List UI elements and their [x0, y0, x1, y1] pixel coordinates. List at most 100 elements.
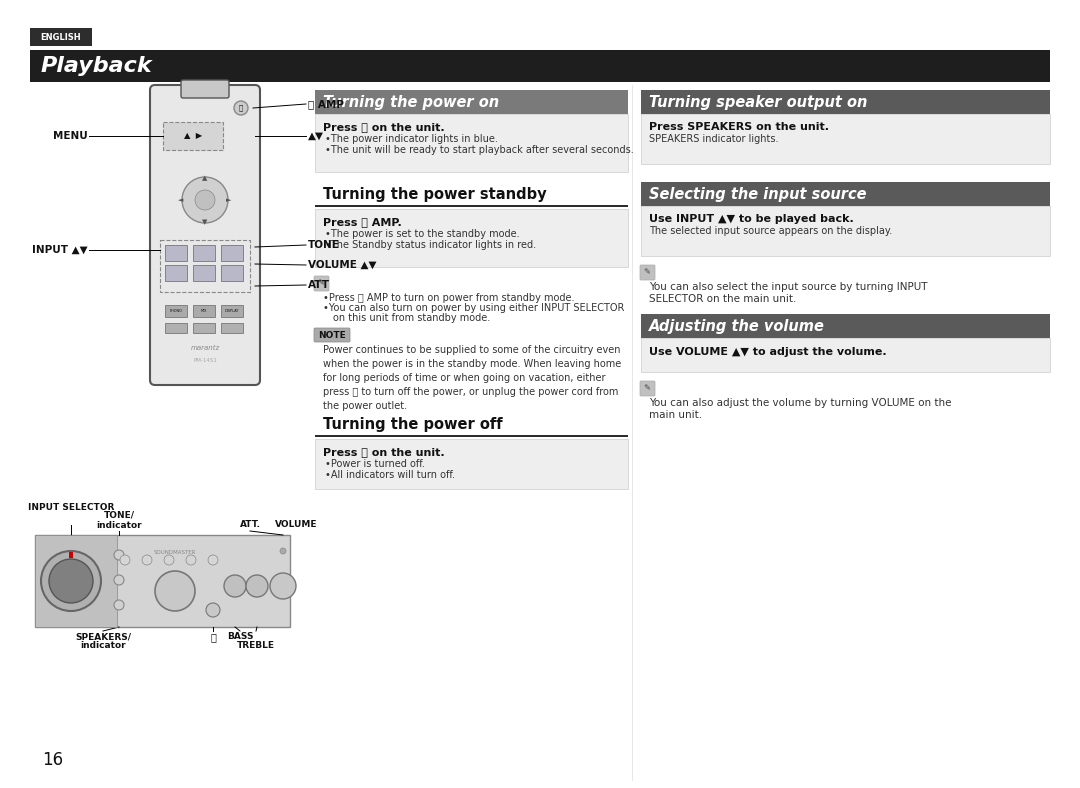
- Text: ◄: ◄: [178, 197, 184, 203]
- Text: on this unit from standby mode.: on this unit from standby mode.: [333, 313, 490, 323]
- Circle shape: [246, 575, 268, 597]
- Text: ATT: ATT: [308, 280, 330, 290]
- Circle shape: [114, 600, 124, 610]
- Text: Adjusting the volume: Adjusting the volume: [649, 318, 825, 333]
- Text: DISPLAY: DISPLAY: [225, 309, 240, 313]
- Text: •All indicators will turn off.: •All indicators will turn off.: [325, 470, 455, 480]
- FancyBboxPatch shape: [640, 265, 654, 280]
- Bar: [165, 265, 187, 281]
- Text: Press SPEAKERS on the unit.: Press SPEAKERS on the unit.: [649, 122, 829, 132]
- Text: ⓨ AMP: ⓨ AMP: [308, 99, 343, 109]
- Text: ►: ►: [227, 197, 232, 203]
- Text: Playback: Playback: [41, 56, 152, 76]
- Bar: [165, 245, 187, 261]
- FancyBboxPatch shape: [181, 80, 229, 98]
- Text: Power continues to be supplied to some of the circuitry even
when the power is i: Power continues to be supplied to some o…: [323, 345, 621, 411]
- Text: •You can also turn on power by using either INPUT SELECTOR: •You can also turn on power by using eit…: [323, 303, 624, 313]
- Bar: [642, 90, 1050, 114]
- Bar: [221, 245, 243, 261]
- Text: Turning speaker output on: Turning speaker output on: [649, 95, 867, 110]
- Circle shape: [224, 575, 246, 597]
- Text: ⓨ: ⓨ: [211, 632, 216, 642]
- Text: TONE/: TONE/: [104, 511, 135, 520]
- Bar: [642, 206, 1050, 256]
- Bar: [221, 265, 243, 281]
- Text: TREBLE: TREBLE: [237, 641, 275, 650]
- Bar: [165, 305, 187, 317]
- Circle shape: [270, 573, 296, 599]
- Text: Press ⓨ AMP.: Press ⓨ AMP.: [323, 217, 402, 227]
- Circle shape: [156, 571, 195, 611]
- Text: INPUT ▲▼: INPUT ▲▼: [32, 245, 87, 255]
- Bar: [35, 535, 291, 627]
- Bar: [315, 439, 627, 489]
- Text: INPUT SELECTOR: INPUT SELECTOR: [28, 503, 114, 512]
- Text: ✎: ✎: [644, 267, 650, 277]
- Text: ✎: ✎: [318, 278, 324, 288]
- Text: •Press ⓨ AMP to turn on power from standby mode.: •Press ⓨ AMP to turn on power from stand…: [323, 293, 575, 303]
- Text: Press ⓨ on the unit.: Press ⓨ on the unit.: [323, 122, 445, 132]
- FancyBboxPatch shape: [640, 381, 654, 396]
- Text: ▲  ▶: ▲ ▶: [184, 132, 202, 140]
- Text: MENU: MENU: [53, 131, 87, 141]
- Text: ATT.: ATT.: [240, 520, 260, 529]
- Bar: [30, 50, 1050, 82]
- Bar: [35, 535, 117, 627]
- FancyBboxPatch shape: [150, 85, 260, 385]
- Text: TONE: TONE: [308, 240, 340, 250]
- Text: Turning the power on: Turning the power on: [323, 95, 499, 110]
- Circle shape: [186, 555, 195, 565]
- Circle shape: [141, 555, 152, 565]
- Text: ✎: ✎: [644, 384, 650, 392]
- Text: Turning the power off: Turning the power off: [323, 417, 502, 432]
- Text: You can also select the input source by turning INPUT: You can also select the input source by …: [649, 282, 928, 292]
- Bar: [221, 305, 243, 317]
- Text: 16: 16: [42, 751, 63, 769]
- Text: VOLUME ▲▼: VOLUME ▲▼: [308, 260, 377, 270]
- Text: SELECTOR on the main unit.: SELECTOR on the main unit.: [649, 294, 796, 304]
- Bar: [193, 265, 215, 281]
- Bar: [642, 338, 1050, 372]
- FancyBboxPatch shape: [314, 328, 350, 342]
- Circle shape: [49, 559, 93, 603]
- Text: indicator: indicator: [80, 641, 125, 650]
- Text: Selecting the input source: Selecting the input source: [649, 187, 866, 202]
- Text: BASS: BASS: [227, 632, 253, 641]
- Bar: [30, 28, 92, 46]
- Bar: [193, 305, 215, 317]
- Bar: [315, 435, 627, 437]
- Text: Press ⓨ on the unit.: Press ⓨ on the unit.: [323, 447, 445, 457]
- Text: •Power is turned off.: •Power is turned off.: [325, 459, 424, 469]
- Text: SPEAKERS indicator lights.: SPEAKERS indicator lights.: [649, 134, 779, 144]
- Text: PHONO: PHONO: [170, 309, 183, 313]
- Circle shape: [206, 603, 220, 617]
- Text: main unit.: main unit.: [649, 410, 702, 420]
- Text: ▲: ▲: [202, 175, 207, 181]
- Circle shape: [183, 177, 228, 223]
- Bar: [165, 323, 187, 333]
- Circle shape: [280, 548, 286, 554]
- Circle shape: [120, 555, 130, 565]
- Circle shape: [164, 555, 174, 565]
- Bar: [642, 114, 1050, 164]
- Text: You can also adjust the volume by turning VOLUME on the: You can also adjust the volume by turnin…: [649, 398, 951, 408]
- Text: ▲▼: ▲▼: [308, 131, 324, 141]
- Text: •The power indicator lights in blue.: •The power indicator lights in blue.: [325, 134, 498, 144]
- Bar: [642, 182, 1050, 206]
- Text: ENGLISH: ENGLISH: [41, 32, 81, 42]
- Bar: [69, 552, 73, 558]
- Circle shape: [195, 190, 215, 210]
- Text: MIX: MIX: [201, 309, 207, 313]
- Text: •The Standby status indicator lights in red.: •The Standby status indicator lights in …: [325, 240, 536, 250]
- Text: PM-14S1: PM-14S1: [193, 358, 217, 362]
- Text: Use VOLUME ▲▼ to adjust the volume.: Use VOLUME ▲▼ to adjust the volume.: [649, 347, 887, 357]
- Text: •The unit will be ready to start playback after several seconds.: •The unit will be ready to start playbac…: [325, 145, 634, 155]
- Bar: [160, 240, 249, 292]
- Circle shape: [208, 555, 218, 565]
- Bar: [193, 323, 215, 333]
- Text: SOUNDMASTER: SOUNDMASTER: [153, 551, 197, 556]
- Bar: [315, 114, 627, 172]
- Text: The selected input source appears on the display.: The selected input source appears on the…: [649, 226, 892, 236]
- Text: marantz: marantz: [190, 345, 219, 351]
- Circle shape: [114, 550, 124, 560]
